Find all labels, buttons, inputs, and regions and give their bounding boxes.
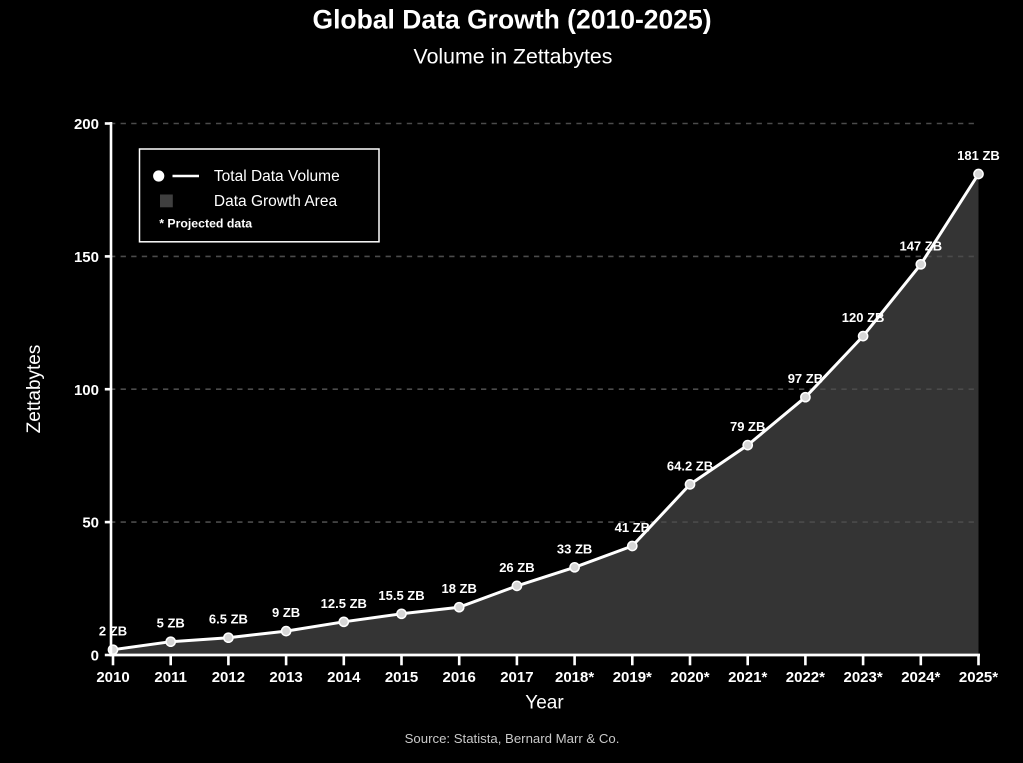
svg-text:2014: 2014 (327, 669, 361, 686)
svg-text:200: 200 (74, 116, 99, 133)
svg-text:2020*: 2020* (670, 669, 709, 686)
svg-text:2022*: 2022* (786, 669, 825, 686)
svg-text:6.5 ZB: 6.5 ZB (209, 612, 248, 627)
svg-text:Data Growth Area: Data Growth Area (214, 193, 338, 210)
svg-text:2024*: 2024* (901, 669, 940, 686)
svg-text:181 ZB: 181 ZB (957, 148, 1000, 163)
svg-text:26 ZB: 26 ZB (499, 560, 534, 575)
svg-text:15.5 ZB: 15.5 ZB (378, 588, 424, 603)
svg-text:5 ZB: 5 ZB (157, 616, 185, 631)
svg-text:2016: 2016 (443, 669, 476, 686)
svg-text:* Projected data: * Projected data (159, 216, 252, 230)
svg-text:150: 150 (74, 249, 99, 266)
svg-text:2013: 2013 (269, 669, 302, 686)
svg-text:18 ZB: 18 ZB (441, 581, 476, 596)
svg-text:2017: 2017 (500, 669, 533, 686)
svg-text:Zettabytes: Zettabytes (24, 345, 45, 434)
svg-text:9 ZB: 9 ZB (272, 605, 300, 620)
svg-text:100: 100 (74, 382, 99, 399)
svg-text:12.5 ZB: 12.5 ZB (321, 596, 367, 611)
svg-text:97 ZB: 97 ZB (788, 371, 823, 386)
svg-text:50: 50 (82, 515, 99, 532)
svg-text:2 ZB: 2 ZB (99, 624, 127, 639)
svg-text:2012: 2012 (212, 669, 245, 686)
svg-text:79 ZB: 79 ZB (730, 419, 765, 434)
svg-text:2018*: 2018* (555, 669, 594, 686)
svg-text:147 ZB: 147 ZB (899, 238, 942, 253)
svg-text:41 ZB: 41 ZB (615, 520, 650, 535)
svg-text:2011: 2011 (154, 669, 187, 686)
svg-text:Source: Statista, Bernard Marr: Source: Statista, Bernard Marr & Co. (405, 731, 620, 746)
svg-text:2021*: 2021* (728, 669, 767, 686)
svg-text:2025*: 2025* (959, 669, 998, 686)
svg-text:Volume in Zettabytes: Volume in Zettabytes (414, 45, 613, 69)
svg-text:33 ZB: 33 ZB (557, 541, 592, 556)
svg-text:2010: 2010 (96, 669, 129, 686)
svg-text:2023*: 2023* (843, 669, 882, 686)
svg-text:120 ZB: 120 ZB (842, 310, 885, 325)
svg-text:Global Data Growth (2010-2025): Global Data Growth (2010-2025) (312, 5, 711, 35)
svg-text:Total Data Volume: Total Data Volume (214, 168, 340, 185)
svg-text:64.2 ZB: 64.2 ZB (667, 458, 713, 473)
svg-text:2015: 2015 (385, 669, 418, 686)
svg-text:0: 0 (91, 648, 99, 665)
svg-text:2019*: 2019* (613, 669, 652, 686)
svg-text:Year: Year (525, 693, 564, 714)
